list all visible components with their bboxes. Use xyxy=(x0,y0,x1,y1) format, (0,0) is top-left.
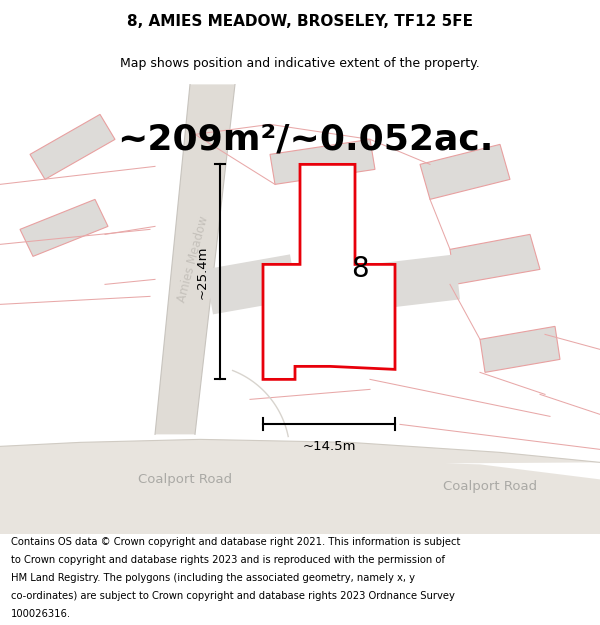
Polygon shape xyxy=(20,199,108,256)
Polygon shape xyxy=(480,326,560,372)
Text: Contains OS data © Crown copyright and database right 2021. This information is : Contains OS data © Crown copyright and d… xyxy=(11,537,460,547)
Text: 8, AMIES MEADOW, BROSELEY, TF12 5FE: 8, AMIES MEADOW, BROSELEY, TF12 5FE xyxy=(127,14,473,29)
Text: ~209m²/~0.052ac.: ~209m²/~0.052ac. xyxy=(117,122,493,156)
Text: Coalport Road: Coalport Road xyxy=(443,480,537,493)
Text: to Crown copyright and database rights 2023 and is reproduced with the permissio: to Crown copyright and database rights 2… xyxy=(11,555,445,565)
Text: Map shows position and indicative extent of the property.: Map shows position and indicative extent… xyxy=(120,57,480,70)
Text: HM Land Registry. The polygons (including the associated geometry, namely x, y: HM Land Registry. The polygons (includin… xyxy=(11,573,415,583)
Polygon shape xyxy=(155,84,235,434)
Polygon shape xyxy=(370,254,460,309)
Polygon shape xyxy=(0,439,600,534)
Text: 8: 8 xyxy=(351,256,369,283)
Polygon shape xyxy=(450,234,540,284)
Polygon shape xyxy=(205,254,298,314)
Text: 100026316.: 100026316. xyxy=(11,609,71,619)
Text: Coalport Road: Coalport Road xyxy=(138,473,232,486)
Polygon shape xyxy=(420,144,510,199)
Polygon shape xyxy=(263,164,395,379)
Text: co-ordinates) are subject to Crown copyright and database rights 2023 Ordnance S: co-ordinates) are subject to Crown copyr… xyxy=(11,591,455,601)
Text: ~14.5m: ~14.5m xyxy=(302,440,356,453)
Text: ~25.4m: ~25.4m xyxy=(196,245,209,299)
Polygon shape xyxy=(30,114,115,179)
Text: Amies Meadow: Amies Meadow xyxy=(175,215,211,304)
Polygon shape xyxy=(270,139,375,184)
